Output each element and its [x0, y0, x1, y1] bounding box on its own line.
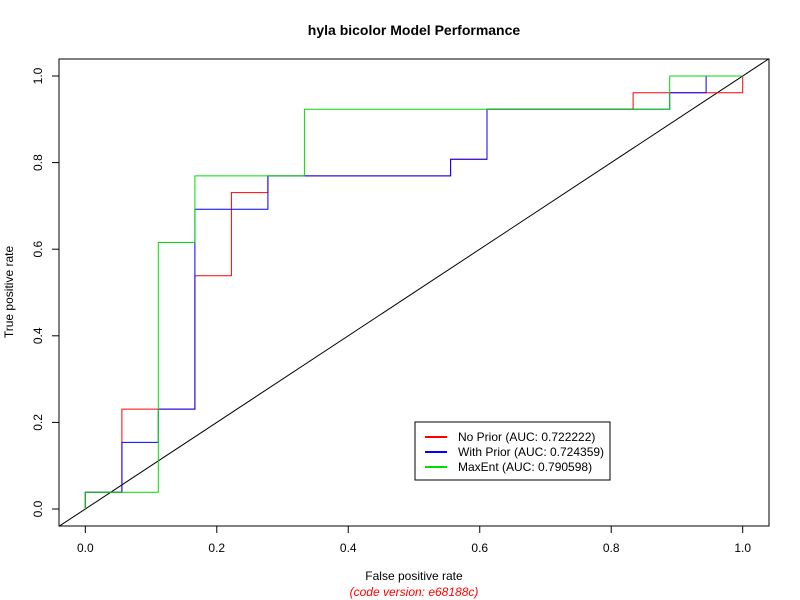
legend-label-0: No Prior (AUC: 0.722222): [458, 430, 595, 444]
plot-area: [58, 58, 770, 527]
x-tick-label: 1.0: [734, 541, 751, 555]
x-tick-label: 0.0: [77, 541, 94, 555]
code-version-label: (code version: e68188c): [350, 585, 479, 599]
y-tick-label: 0.2: [31, 414, 45, 431]
chart-title: hyla bicolor Model Performance: [308, 22, 521, 38]
x-tick-label: 0.2: [208, 541, 225, 555]
series-line-2: [84, 75, 743, 509]
legend-label-1: With Prior (AUC: 0.724359): [458, 445, 604, 459]
legend-box: [414, 421, 611, 481]
reference-diagonal-line: [58, 58, 770, 527]
x-tick-label: 0.8: [603, 541, 620, 555]
y-tick-label: 0.0: [31, 500, 45, 517]
x-axis-label: False positive rate: [365, 569, 463, 583]
legend: No Prior (AUC: 0.722222)With Prior (AUC:…: [414, 421, 611, 481]
x-tick-label: 0.6: [471, 541, 488, 555]
y-axis: 0.0 0.2 0.4 0.6 0.8 1.0: [31, 67, 60, 517]
y-tick-label: 0.4: [31, 327, 45, 344]
y-tick-label: 0.8: [31, 154, 45, 171]
y-tick-label: 0.6: [31, 241, 45, 258]
x-axis: 0.0 0.2 0.4 0.6 0.8 1.0: [77, 525, 751, 555]
y-tick-label: 1.0: [31, 67, 45, 84]
legend-label-2: MaxEnt (AUC: 0.790598): [458, 460, 592, 474]
y-axis-label: True positive rate: [2, 246, 16, 339]
x-tick-label: 0.4: [340, 541, 357, 555]
